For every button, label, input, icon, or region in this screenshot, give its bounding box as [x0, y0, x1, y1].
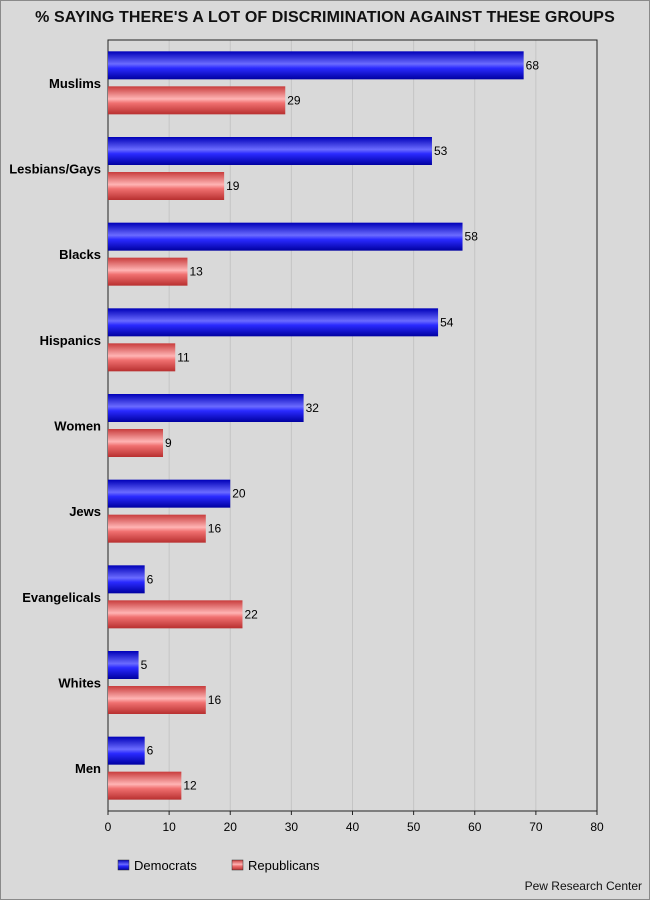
bar-republicans — [108, 86, 286, 115]
legend-label-democrats: Democrats — [134, 858, 197, 873]
bar-republicans — [108, 514, 206, 543]
category-label: Lesbians/Gays — [9, 162, 101, 177]
chart-title: % SAYING THERE'S A LOT OF DISCRIMINATION… — [35, 9, 615, 26]
bar-republicans — [108, 600, 243, 629]
x-tick-label: 20 — [224, 820, 238, 834]
bar-republicans — [108, 172, 225, 200]
data-label: 16 — [208, 693, 222, 707]
category-label: Men — [75, 761, 101, 776]
x-tick-label: 0 — [105, 820, 112, 834]
data-label: 12 — [183, 779, 197, 793]
data-label: 6 — [147, 744, 154, 758]
category-label: Blacks — [59, 247, 101, 262]
bar-republicans — [108, 429, 164, 457]
x-tick-label: 10 — [162, 820, 176, 834]
bar-republicans — [108, 343, 176, 372]
data-label: 22 — [244, 607, 258, 621]
category-label: Whites — [58, 676, 101, 691]
category-label: Women — [54, 419, 101, 434]
data-label: 54 — [440, 315, 454, 329]
data-label: 32 — [306, 401, 320, 415]
bar-democrats — [108, 479, 231, 508]
bar-democrats — [108, 394, 304, 422]
bars-layer — [108, 51, 524, 800]
data-label: 9 — [165, 436, 172, 450]
source-note: Pew Research Center — [524, 879, 642, 893]
data-label: 13 — [189, 265, 203, 279]
bar-republicans — [108, 257, 188, 286]
category-label: Jews — [69, 504, 101, 519]
data-label: 11 — [177, 350, 190, 364]
x-tick-label: 50 — [407, 820, 421, 834]
category-label: Hispanics — [40, 333, 101, 348]
labels-layer: 0 10 20 30 40 50 60 70 80 Muslims 68 29 Lesbians/Gay… — [9, 58, 604, 834]
x-tick-label: 60 — [468, 820, 482, 834]
data-label: 16 — [208, 522, 222, 536]
bar-democrats — [108, 222, 463, 251]
legend-label-republicans: Republicans — [248, 858, 320, 873]
category-label: Muslims — [49, 76, 101, 91]
data-label: 5 — [141, 658, 148, 672]
data-label: 58 — [465, 230, 479, 244]
bar-democrats — [108, 651, 139, 679]
x-tick-label: 40 — [346, 820, 360, 834]
plot-area — [107, 39, 598, 812]
x-tick-label: 70 — [529, 820, 543, 834]
data-label: 53 — [434, 144, 448, 158]
legend-swatch-republicans — [231, 859, 244, 871]
data-label: 6 — [147, 572, 154, 586]
data-label: 29 — [287, 93, 301, 107]
legend-swatch-democrats — [117, 859, 130, 871]
bar-democrats — [108, 736, 145, 765]
x-tick-label: 30 — [285, 820, 299, 834]
data-label: 19 — [226, 179, 240, 193]
bar-democrats — [108, 308, 439, 337]
bar-democrats — [108, 565, 145, 594]
grid-layer — [107, 40, 598, 815]
x-tick-label: 80 — [590, 820, 604, 834]
data-label: 20 — [232, 487, 246, 501]
bar-republicans — [108, 771, 182, 800]
bar-democrats — [108, 51, 524, 80]
bar-democrats — [108, 137, 432, 165]
category-label: Evangelicals — [22, 590, 101, 605]
legend: Democrats Republicans — [117, 858, 320, 873]
data-label: 68 — [526, 58, 540, 72]
bar-republicans — [108, 686, 206, 714]
